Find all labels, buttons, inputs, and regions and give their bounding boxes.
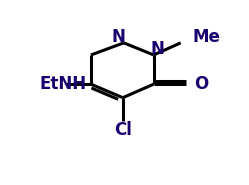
Text: N: N — [112, 28, 126, 46]
Text: Me: Me — [192, 28, 220, 46]
Text: Cl: Cl — [114, 121, 132, 139]
Text: N: N — [151, 40, 164, 58]
Text: O: O — [194, 75, 208, 93]
Text: EtNH: EtNH — [40, 75, 87, 93]
